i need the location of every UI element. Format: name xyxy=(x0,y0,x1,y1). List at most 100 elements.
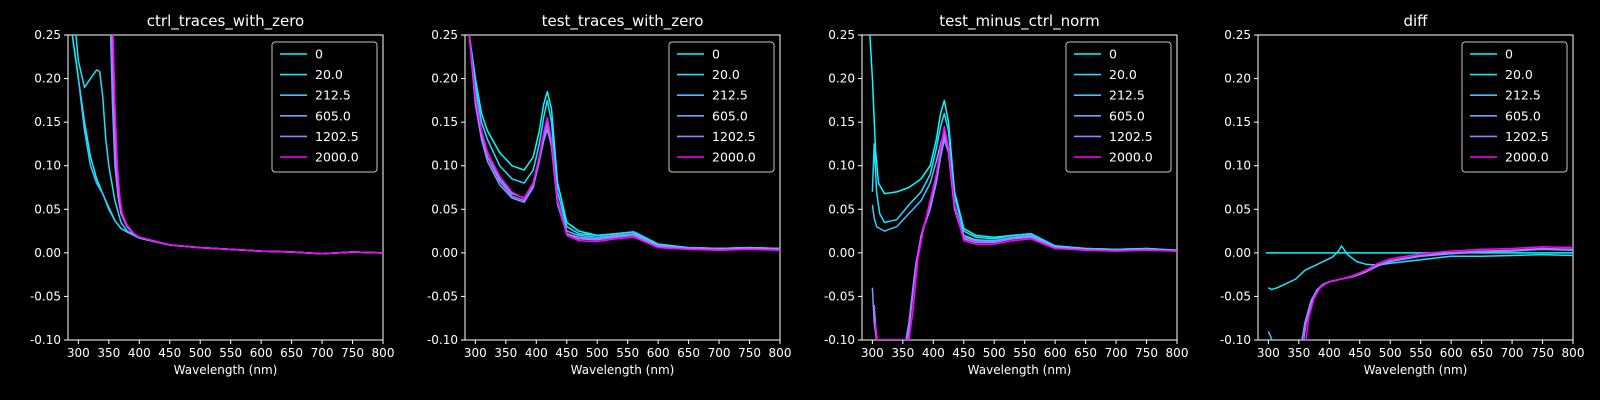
x-tick-label: 300 xyxy=(67,346,90,360)
chart-title: diff xyxy=(1403,12,1428,30)
legend-label: 1202.5 xyxy=(315,129,359,144)
x-axis-label: Wavelength (nm) xyxy=(571,363,675,377)
legend-label: 0 xyxy=(1505,47,1513,62)
chart-title: test_traces_with_zero xyxy=(542,12,704,31)
x-tick-label: 800 xyxy=(1562,346,1585,360)
legend-label: 2000.0 xyxy=(315,150,359,165)
x-tick-label: 450 xyxy=(555,346,578,360)
x-tick-label: 600 xyxy=(250,346,273,360)
series-line-2000-0 xyxy=(112,35,383,255)
x-tick-label: 400 xyxy=(1318,346,1341,360)
x-tick-label: 800 xyxy=(372,346,395,360)
y-tick-label: 0.20 xyxy=(828,72,855,86)
panel-3: 300 350 400 450 500 550 600 650 700 750 800 -0.10 -0… xyxy=(824,12,1189,377)
y-tick-label: 0.05 xyxy=(34,202,61,216)
y-tick-label: -0.05 xyxy=(427,289,458,303)
legend-label: 2000.0 xyxy=(712,150,756,165)
series-line-20-0 xyxy=(871,112,1177,251)
legend-label: 20.0 xyxy=(1109,67,1137,82)
legend-label: 20.0 xyxy=(712,67,740,82)
y-tick-label: -0.10 xyxy=(1220,333,1251,347)
series-group xyxy=(71,35,383,255)
y-tick-label: 0.25 xyxy=(34,28,61,42)
y-tick-label: 0.00 xyxy=(828,246,855,260)
y-tick-label: 0.05 xyxy=(828,202,855,216)
legend-label: 212.5 xyxy=(315,88,351,103)
y-tick-label: 0.10 xyxy=(431,159,458,173)
x-tick-label: 750 xyxy=(1135,346,1158,360)
x-tick-label: 700 xyxy=(708,346,731,360)
legend-label: 212.5 xyxy=(712,88,748,103)
x-tick-label: 500 xyxy=(586,346,609,360)
y-tick-label: 0.00 xyxy=(1224,246,1251,260)
y-tick-label: 0.10 xyxy=(1224,159,1251,173)
x-tick-label: 550 xyxy=(1409,346,1432,360)
x-tick-label: 450 xyxy=(158,346,181,360)
x-axis-label: Wavelength (nm) xyxy=(174,363,278,377)
x-tick-label: 600 xyxy=(1440,346,1463,360)
legend-label: 605.0 xyxy=(1109,108,1145,123)
chart-title: ctrl_traces_with_zero xyxy=(147,12,304,31)
series-group xyxy=(468,35,780,251)
panel-2: 300 350 400 450 500 550 600 650 700 750 800 -0.10 -0… xyxy=(427,12,792,377)
y-tick-label: 0.20 xyxy=(1224,72,1251,86)
chart-title: test_minus_ctrl_norm xyxy=(939,12,1100,31)
legend-label: 212.5 xyxy=(1109,88,1145,103)
y-tick-label: -0.05 xyxy=(824,289,855,303)
panel-4: 300 350 400 450 500 550 600 650 700 750 800 -0.10 -0… xyxy=(1220,12,1585,377)
series-line-2000-0 xyxy=(874,125,1177,340)
x-tick-label: 550 xyxy=(616,346,639,360)
y-tick-label: -0.05 xyxy=(30,289,61,303)
x-tick-label: 350 xyxy=(494,346,517,360)
series-line-1202-5 xyxy=(873,134,1177,340)
x-tick-label: 450 xyxy=(952,346,975,360)
legend-label: 2000.0 xyxy=(1505,150,1549,165)
legend: 0 20.0 212.5 605.0 1202.5 2000.0 xyxy=(1461,41,1568,173)
series-line-2000-0 xyxy=(1305,246,1573,340)
x-tick-label: 350 xyxy=(891,346,914,360)
panel-1: 300 350 400 450 500 550 600 650 700 750 800 -0.10 -0… xyxy=(30,12,395,377)
x-tick-label: 500 xyxy=(189,346,212,360)
legend-label: 1202.5 xyxy=(712,129,756,144)
legend-label: 605.0 xyxy=(315,108,351,123)
x-tick-label: 750 xyxy=(1531,346,1554,360)
legend-label: 0 xyxy=(315,47,323,62)
x-tick-label: 550 xyxy=(1013,346,1036,360)
y-tick-label: -0.10 xyxy=(427,333,458,347)
x-tick-label: 300 xyxy=(1257,346,1280,360)
y-tick-label: 0.05 xyxy=(1224,202,1251,216)
x-tick-label: 500 xyxy=(983,346,1006,360)
x-axis-label: Wavelength (nm) xyxy=(1364,363,1468,377)
x-tick-label: 450 xyxy=(1348,346,1371,360)
legend-label: 1202.5 xyxy=(1505,129,1549,144)
legend-label: 2000.0 xyxy=(1109,150,1153,165)
legend-label: 605.0 xyxy=(712,108,748,123)
x-tick-label: 700 xyxy=(311,346,334,360)
x-tick-label: 600 xyxy=(647,346,670,360)
y-tick-label: 0.05 xyxy=(431,202,458,216)
x-axis-label: Wavelength (nm) xyxy=(968,363,1072,377)
legend: 0 20.0 212.5 605.0 1202.5 2000.0 xyxy=(668,41,775,173)
legend-label: 1202.5 xyxy=(1109,129,1153,144)
y-tick-label: 0.25 xyxy=(828,28,855,42)
y-tick-label: 0.25 xyxy=(1224,28,1251,42)
series-group xyxy=(869,35,1177,340)
x-tick-label: 400 xyxy=(525,346,548,360)
x-tick-label: 650 xyxy=(280,346,303,360)
x-tick-label: 700 xyxy=(1105,346,1128,360)
x-tick-label: 600 xyxy=(1044,346,1067,360)
x-tick-label: 700 xyxy=(1501,346,1524,360)
y-tick-label: 0.10 xyxy=(34,159,61,173)
legend: 0 20.0 212.5 605.0 1202.5 2000.0 xyxy=(1065,41,1172,173)
x-tick-label: 750 xyxy=(738,346,761,360)
y-tick-label: 0.15 xyxy=(34,115,61,129)
y-tick-label: -0.10 xyxy=(824,333,855,347)
series-line-212-5 xyxy=(1267,331,1273,340)
x-tick-label: 800 xyxy=(1166,346,1189,360)
y-tick-label: 0.15 xyxy=(431,115,458,129)
series-group xyxy=(1265,245,1573,340)
series-line-2000-0 xyxy=(468,35,780,251)
legend-label: 605.0 xyxy=(1505,108,1541,123)
y-tick-label: 0.15 xyxy=(1224,115,1251,129)
